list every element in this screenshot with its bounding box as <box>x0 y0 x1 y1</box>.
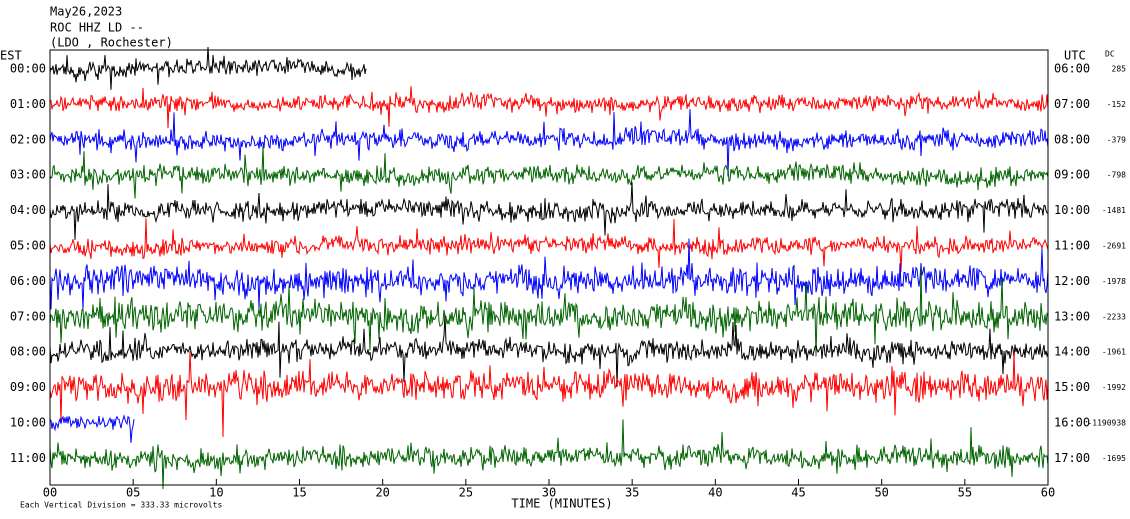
trace <box>49 351 1049 437</box>
utc-label: 16:00 <box>1054 416 1090 430</box>
dc-label: DC <box>1105 50 1115 59</box>
x-tick-label: 15 <box>292 486 306 500</box>
est-label: 01:00 <box>10 97 46 111</box>
x-tick-label: 00 <box>43 486 57 500</box>
x-tick-label: 55 <box>958 486 972 500</box>
x-tick-label: 10 <box>209 486 223 500</box>
footer: Each Vertical Division = 333.33 microvol… <box>20 501 222 510</box>
utc-label: 08:00 <box>1054 132 1090 146</box>
trace <box>49 145 1049 199</box>
x-tick-label: 35 <box>625 486 639 500</box>
est-label: 07:00 <box>10 309 46 323</box>
utc-label: 09:00 <box>1054 168 1090 182</box>
trace <box>49 182 1049 240</box>
dc-value: 285 <box>1112 65 1127 74</box>
dc-value: -2233 <box>1102 312 1126 321</box>
x-tick-label: 50 <box>874 486 888 500</box>
trace <box>49 218 1049 272</box>
dc-value: -798 <box>1107 171 1126 180</box>
trace <box>49 46 367 90</box>
utc-label: 17:00 <box>1054 451 1090 465</box>
left-axis-label: EST <box>0 49 22 63</box>
utc-label: 15:00 <box>1054 380 1090 394</box>
est-label: 00:00 <box>10 62 46 76</box>
x-tick-label: 40 <box>708 486 722 500</box>
trace <box>49 109 1049 177</box>
title-line: (LDO , Rochester) <box>50 36 173 50</box>
dc-value: -1695 <box>1102 454 1126 463</box>
utc-label: 13:00 <box>1054 309 1090 323</box>
est-label: 08:00 <box>10 345 46 359</box>
trace <box>49 314 1049 388</box>
utc-label: 10:00 <box>1054 203 1090 217</box>
right-axis-label: UTC <box>1064 49 1086 63</box>
dc-value: -1978 <box>1102 277 1126 286</box>
dc-value: -2691 <box>1102 242 1126 251</box>
est-label: 06:00 <box>10 274 46 288</box>
est-label: 02:00 <box>10 132 46 146</box>
x-tick-label: 45 <box>791 486 805 500</box>
est-label: 05:00 <box>10 239 46 253</box>
dc-value: -1190938 <box>1087 419 1126 428</box>
trace <box>49 414 135 443</box>
x-tick-label: 25 <box>459 486 473 500</box>
trace <box>49 86 1049 129</box>
x-tick-label: 60 <box>1041 486 1055 500</box>
x-axis-label: TIME (MINUTES) <box>511 497 612 511</box>
dc-value: -379 <box>1107 135 1126 144</box>
est-label: 03:00 <box>10 168 46 182</box>
est-label: 11:00 <box>10 451 46 465</box>
est-label: 04:00 <box>10 203 46 217</box>
dc-value: -1992 <box>1102 383 1126 392</box>
utc-label: 14:00 <box>1054 345 1090 359</box>
utc-label: 06:00 <box>1054 62 1090 76</box>
dc-value: -1481 <box>1102 206 1126 215</box>
trace <box>49 266 1049 357</box>
x-tick-label: 05 <box>126 486 140 500</box>
trace <box>49 419 1049 490</box>
utc-label: 12:00 <box>1054 274 1090 288</box>
est-label: 10:00 <box>10 416 46 430</box>
dc-value: -152 <box>1107 100 1126 109</box>
x-tick-label: 20 <box>375 486 389 500</box>
traces <box>49 46 1049 490</box>
dc-value: -1961 <box>1102 348 1126 357</box>
plot-frame <box>49 49 1049 486</box>
est-label: 09:00 <box>10 380 46 394</box>
utc-label: 11:00 <box>1054 239 1090 253</box>
trace <box>49 238 1049 310</box>
x-tick-label: 30 <box>542 486 556 500</box>
title-line: ROC HHZ LD -- <box>50 21 144 35</box>
utc-label: 07:00 <box>1054 97 1090 111</box>
title-line: May26,2023 <box>50 5 122 19</box>
